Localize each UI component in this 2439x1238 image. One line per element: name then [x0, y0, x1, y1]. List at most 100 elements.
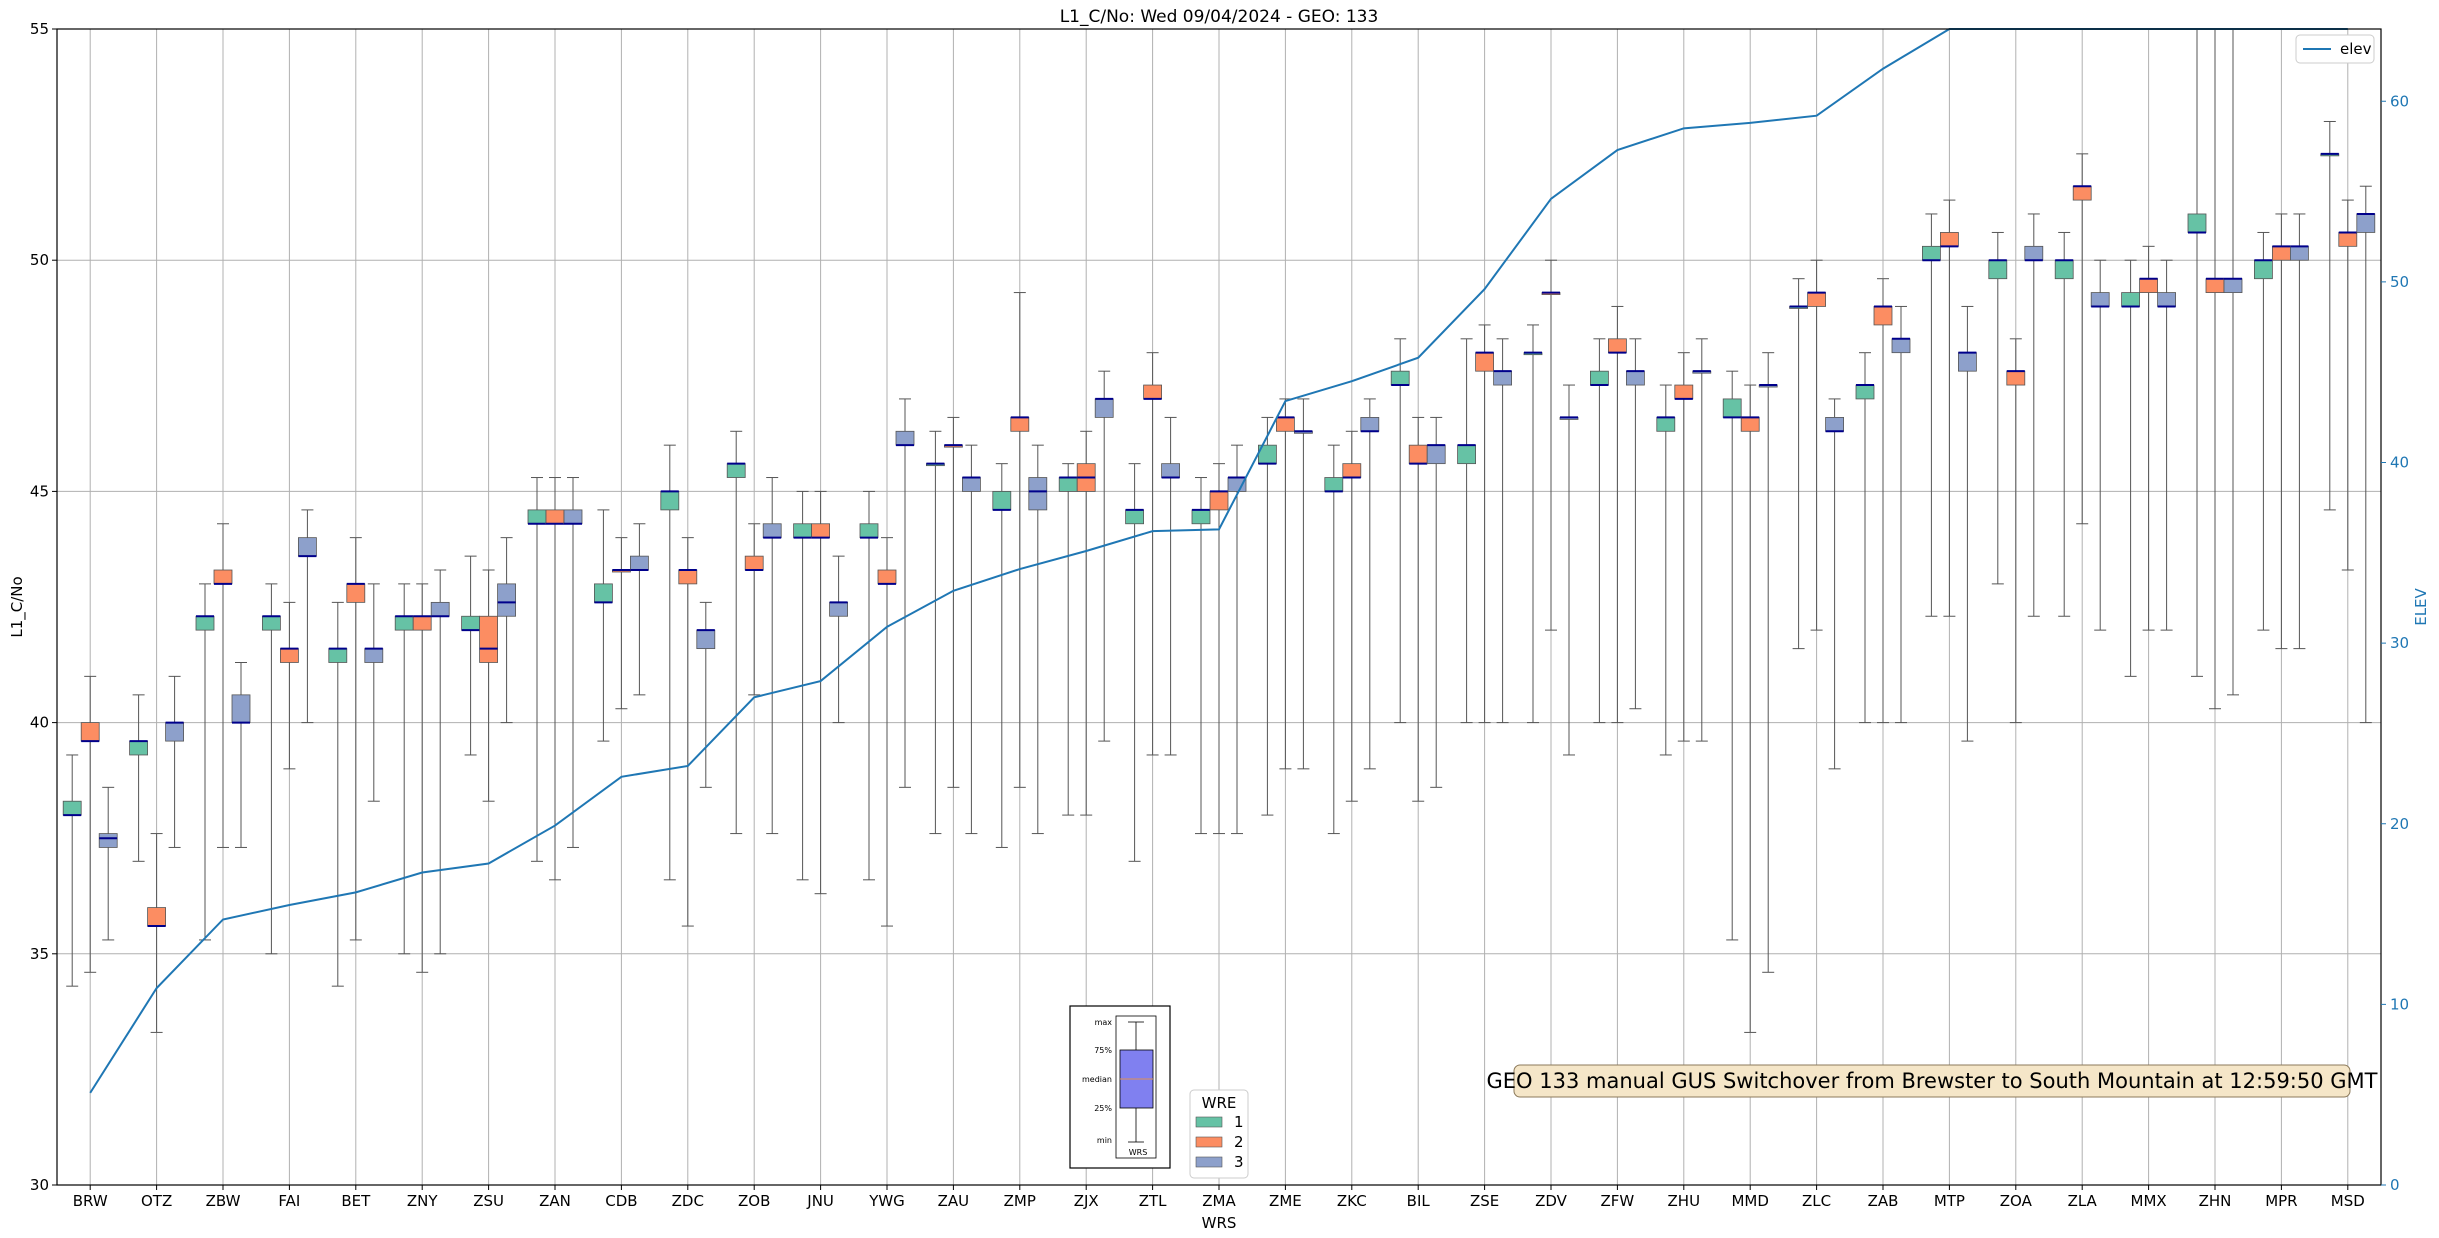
box-iqr: [1674, 384, 1694, 400]
box-msd-wre2: [2338, 199, 2358, 571]
x-tick-label-zla: ZLA: [2068, 1192, 2098, 1210]
x-tick-label-ztl: ZTL: [1139, 1192, 1167, 1210]
y-tick-label-40: 40: [30, 714, 49, 732]
box-iqr: [1276, 417, 1295, 432]
box-fai-wre1: [261, 583, 281, 955]
box-zbw-wre2: [213, 523, 233, 848]
box-cdb-wre1: [594, 509, 613, 742]
wre-legend-label-1: 1: [1234, 1113, 1244, 1131]
box-otz-wre3: [165, 675, 185, 848]
annotation-text: GEO 133 manual GUS Switchover from Brews…: [1487, 1069, 2378, 1093]
x-tick-label-jnu: JNU: [806, 1192, 834, 1210]
box-iqr: [630, 555, 649, 571]
box-iqr: [793, 523, 812, 539]
box-zab-wre1: [1855, 352, 1875, 724]
box-zob-wre2: [744, 523, 764, 696]
y2-tick-label-10: 10: [2390, 995, 2409, 1013]
box-zkc-wre3: [1360, 398, 1380, 770]
box-zkc-wre1: [1324, 444, 1344, 835]
wre-legend-swatch-3: [1195, 1156, 1223, 1168]
x-tick-label-zmp: ZMP: [1004, 1192, 1036, 1210]
inset-label-median: median: [1082, 1075, 1112, 1084]
y2-axis-label: ELEV: [2412, 587, 2430, 625]
box-iqr: [859, 523, 879, 539]
box-iqr: [1342, 463, 1362, 478]
y2-tick-label-40: 40: [2390, 454, 2409, 472]
elev-legend: elev: [2295, 34, 2375, 64]
box-zma-wre2: [1209, 463, 1229, 835]
box-iqr: [1958, 352, 1977, 372]
y2-tick-label-60: 60: [2390, 92, 2409, 110]
x-tick-label-zbw: ZBW: [206, 1192, 241, 1210]
x-tick-label-zfw: ZFW: [1601, 1192, 1635, 1210]
x-tick-label-zan: ZAN: [539, 1192, 571, 1210]
box-bet-wre3: [364, 583, 384, 802]
box-fai-wre3: [297, 509, 317, 724]
box-iqr: [2006, 370, 2026, 386]
box-iqr: [1608, 338, 1627, 354]
box-iqr: [2271, 245, 2291, 261]
box-iqr: [147, 907, 167, 927]
y2-tick-label-50: 50: [2390, 273, 2409, 291]
box-zbw-wre3: [231, 661, 251, 848]
y-axis-ticks: 30 35 40 45 50 55: [30, 20, 57, 1194]
elev-legend-frame: [2295, 34, 2375, 64]
box-mmd-wre2: [1740, 384, 1760, 1033]
box-ztl-wre1: [1125, 463, 1144, 862]
box-iqr: [1922, 245, 1941, 261]
x-tick-label-zma: ZMA: [1202, 1192, 1236, 1210]
box-zla-wre1: [2054, 231, 2074, 617]
box-ywg-wre3: [895, 398, 915, 788]
box-zan-wre3: [563, 477, 583, 848]
box-iqr: [261, 615, 281, 631]
box-zfw-wre1: [1590, 338, 1609, 724]
box-iqr: [527, 509, 547, 525]
y2-tick-label-30: 30: [2390, 634, 2409, 652]
box-iqr: [62, 800, 82, 816]
box-mtp-wre1: [1922, 213, 1941, 617]
box-iqr: [497, 583, 517, 617]
box-iqr: [2356, 213, 2376, 233]
box-zme-wre1: [1258, 416, 1277, 816]
inset-label-max: max: [1095, 1018, 1113, 1027]
y-axis-label: L1_C/No: [8, 576, 27, 637]
box-iqr: [1360, 417, 1380, 432]
box-iqr: [1058, 477, 1078, 492]
box-iqr: [2121, 292, 2141, 307]
box-iqr: [1891, 338, 1911, 354]
y-tick-label-50: 50: [30, 251, 49, 269]
box-iqr: [1125, 509, 1144, 525]
x-tick-label-otz: OTZ: [141, 1192, 172, 1210]
box-zhn-wre1: [2187, 29, 2207, 677]
box-zob-wre3: [762, 477, 782, 835]
box-zob-wre1: [726, 430, 746, 835]
box-iqr: [1209, 490, 1229, 511]
box-zau-wre1: [926, 430, 945, 835]
wre-legend-swatch-1: [1195, 1116, 1223, 1128]
box-mmd-wre1: [1722, 370, 1742, 941]
box-iqr: [895, 430, 915, 446]
box-iqr: [1656, 417, 1676, 432]
y2-tick-label-0: 0: [2390, 1176, 2400, 1194]
box-brw-wre2: [80, 675, 100, 973]
x-tick-label-mmd: MMD: [1731, 1192, 1768, 1210]
box-mmx-wre2: [2139, 245, 2159, 631]
box-iqr: [829, 601, 848, 617]
x-tick-label-cdb: CDB: [605, 1192, 637, 1210]
box-iqr: [678, 569, 698, 585]
box-otz-wre1: [129, 694, 149, 862]
wre-legend-swatch-2: [1195, 1136, 1223, 1148]
box-iqr: [231, 694, 251, 724]
box-zau-wre2: [944, 416, 963, 788]
y2-tick-label-20: 20: [2390, 815, 2409, 833]
box-ywg-wre1: [859, 490, 879, 881]
elev-legend-label: elev: [2340, 40, 2372, 58]
box-iqr: [1143, 384, 1162, 400]
wre-legend-label-2: 2: [1234, 1133, 1244, 1151]
box-iqr: [1590, 370, 1609, 386]
box-zdc-wre1: [660, 444, 680, 881]
box-iqr: [563, 509, 583, 525]
box-zhu-wre2: [1674, 352, 1694, 742]
box-iqr: [297, 537, 317, 557]
box-iqr: [2139, 278, 2159, 293]
